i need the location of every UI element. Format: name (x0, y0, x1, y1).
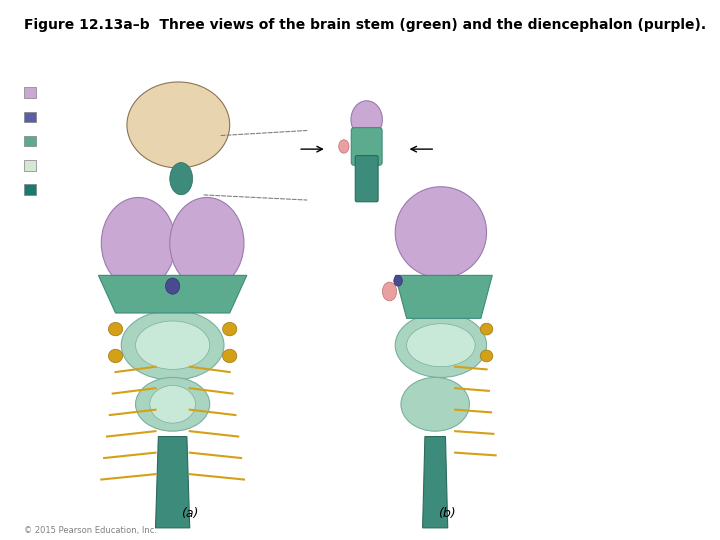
Ellipse shape (480, 350, 492, 362)
Ellipse shape (407, 323, 475, 367)
Ellipse shape (395, 313, 487, 377)
Ellipse shape (109, 322, 122, 336)
Ellipse shape (135, 321, 210, 369)
Ellipse shape (170, 198, 244, 289)
Ellipse shape (395, 187, 487, 278)
Text: (b): (b) (438, 507, 456, 520)
FancyBboxPatch shape (24, 184, 35, 195)
Ellipse shape (351, 101, 382, 138)
FancyBboxPatch shape (24, 136, 35, 146)
Text: © 2015 Pearson Education, Inc.: © 2015 Pearson Education, Inc. (24, 526, 157, 535)
Ellipse shape (382, 282, 397, 301)
Ellipse shape (401, 377, 469, 431)
Ellipse shape (166, 278, 180, 294)
Ellipse shape (102, 198, 176, 289)
FancyBboxPatch shape (24, 112, 35, 122)
FancyBboxPatch shape (24, 87, 35, 98)
Text: (a): (a) (181, 507, 199, 520)
Ellipse shape (170, 163, 192, 195)
FancyBboxPatch shape (351, 127, 382, 165)
Ellipse shape (222, 322, 237, 336)
Ellipse shape (480, 323, 492, 335)
Text: Figure 12.13a–b  Three views of the brain stem (green) and the diencephalon (pur: Figure 12.13a–b Three views of the brain… (24, 17, 706, 31)
Polygon shape (156, 436, 190, 528)
Ellipse shape (109, 349, 122, 363)
Ellipse shape (222, 349, 237, 363)
Polygon shape (395, 275, 492, 319)
FancyBboxPatch shape (355, 156, 378, 202)
Ellipse shape (127, 82, 230, 168)
Polygon shape (99, 275, 247, 313)
Ellipse shape (338, 140, 349, 153)
Ellipse shape (394, 275, 402, 286)
Ellipse shape (135, 377, 210, 431)
Ellipse shape (121, 310, 224, 380)
Polygon shape (423, 436, 448, 528)
Ellipse shape (150, 386, 195, 423)
FancyBboxPatch shape (24, 160, 35, 171)
